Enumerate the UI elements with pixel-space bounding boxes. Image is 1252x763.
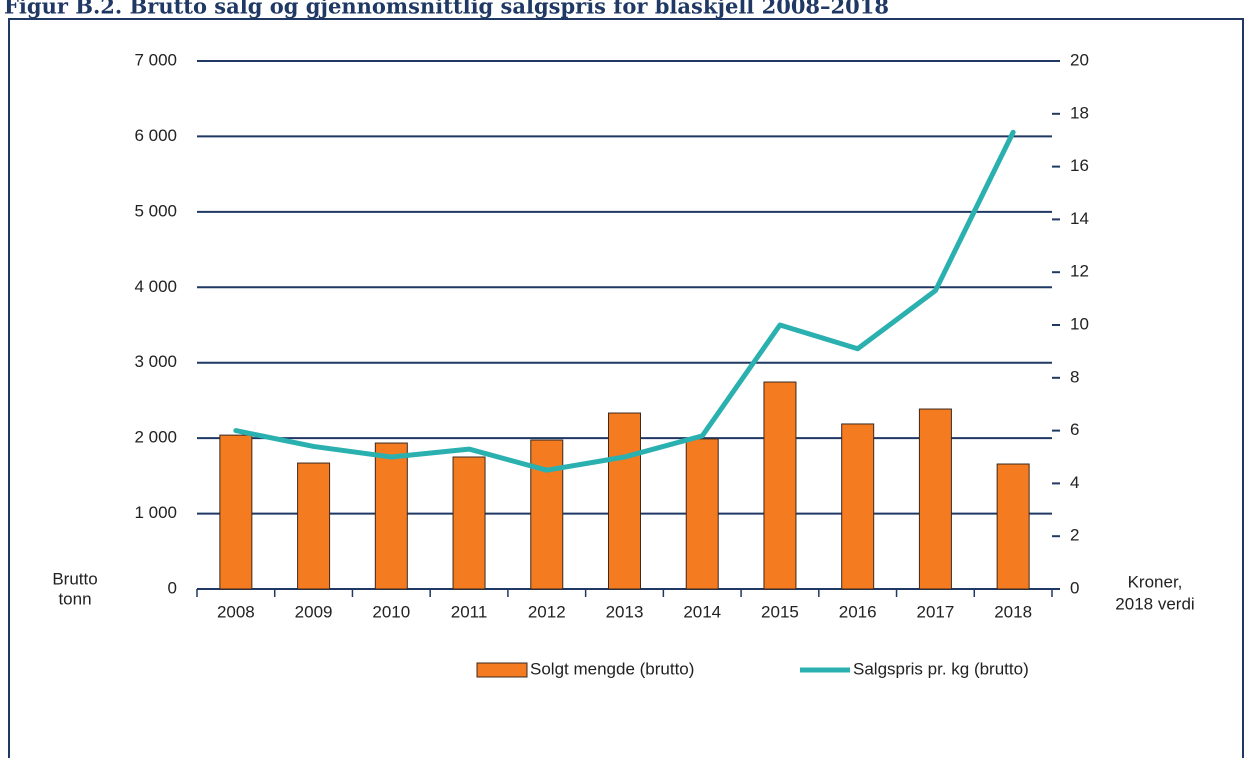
x-tick-label: 2016 <box>839 602 877 621</box>
x-tick-label: 2018 <box>994 602 1032 621</box>
y2-tick-label: 2 <box>1070 526 1079 545</box>
bar <box>918 408 952 590</box>
y2-tick-label: 12 <box>1070 262 1089 281</box>
x-tick-label: 2015 <box>761 602 799 621</box>
y2-tick-label: 0 <box>1070 578 1079 597</box>
y2-axis-label: Kroner, <box>1128 572 1183 591</box>
y-axis-label: Brutto <box>52 569 97 588</box>
bar <box>219 434 253 590</box>
y-tick-label: 7 000 <box>134 50 177 69</box>
y2-tick-label: 4 <box>1070 473 1079 492</box>
bar <box>996 463 1030 590</box>
bar <box>763 381 797 590</box>
bar <box>297 462 331 590</box>
x-tick-label: 2013 <box>606 602 644 621</box>
bar <box>841 423 875 590</box>
chart-title: Figur B.2. Brutto salg og gjennomsnittli… <box>4 0 889 19</box>
y-tick-label: 4 000 <box>134 277 177 296</box>
y-tick-label: 1 000 <box>134 503 177 522</box>
y-tick-label: 0 <box>168 578 177 597</box>
bar <box>530 439 564 590</box>
legend-label: Solgt mengde (brutto) <box>530 659 694 678</box>
x-tick-label: 2012 <box>528 602 566 621</box>
y2-tick-label: 6 <box>1070 420 1079 439</box>
y-tick-label: 3 000 <box>134 352 177 371</box>
y-tick-label: 6 000 <box>134 126 177 145</box>
y-axis-label: tonn <box>58 589 91 608</box>
x-tick-label: 2017 <box>916 602 954 621</box>
bar <box>452 456 486 590</box>
y2-tick-label: 18 <box>1070 103 1089 122</box>
frame <box>8 18 1244 758</box>
bar <box>685 438 719 590</box>
y2-tick-label: 10 <box>1070 314 1089 333</box>
line <box>233 129 1016 473</box>
y2-tick-label: 16 <box>1070 156 1089 175</box>
y-tick-label: 2 000 <box>134 428 177 447</box>
x-tick-label: 2009 <box>295 602 333 621</box>
y2-tick-label: 20 <box>1070 50 1089 69</box>
y-tick-label: 5 000 <box>134 201 177 220</box>
bar <box>608 412 641 590</box>
x-tick-label: 2010 <box>372 602 410 621</box>
x-tick-label: 2008 <box>217 602 255 621</box>
y2-tick-label: 8 <box>1070 367 1079 386</box>
x-tick-label: 2011 <box>451 602 488 621</box>
legend-label: Salgspris pr. kg (brutto) <box>853 659 1029 678</box>
y2-axis-label: 2018 verdi <box>1115 594 1194 613</box>
x-tick-label: 2014 <box>683 602 721 621</box>
legend-swatch <box>476 662 528 678</box>
y2-tick-label: 14 <box>1070 209 1089 228</box>
bar <box>374 442 408 590</box>
